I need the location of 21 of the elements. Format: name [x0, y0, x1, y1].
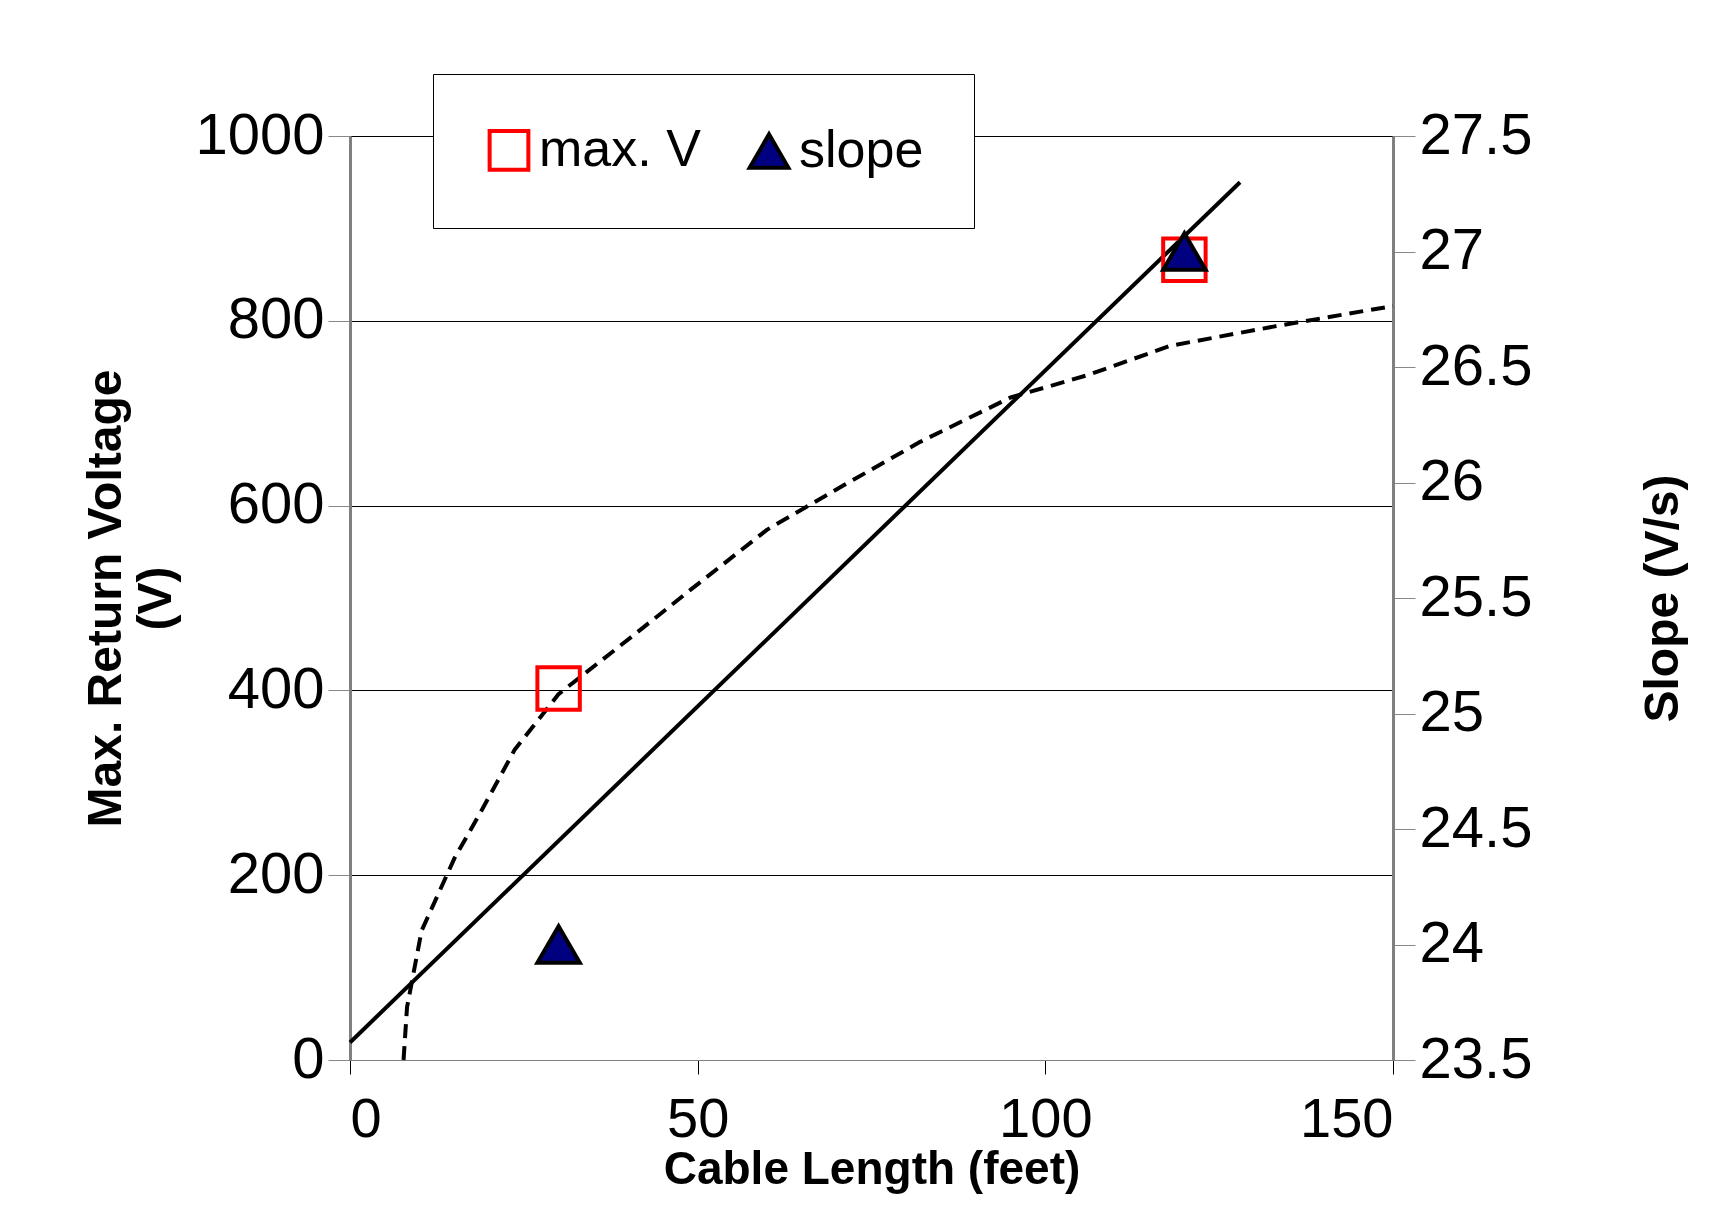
legend-label: max. V: [539, 119, 702, 178]
y2-tick-label: 25: [1419, 678, 1485, 743]
y2-tick-label: 26: [1419, 447, 1485, 512]
y-tick-label: 400: [227, 654, 325, 720]
y2-tick-label: 23.5: [1419, 1024, 1533, 1090]
y-tick-label: 800: [227, 285, 325, 351]
y-tick-label: 200: [227, 839, 325, 905]
y2-tick-label: 27: [1419, 216, 1485, 281]
y2-tick-label: 27.5: [1419, 100, 1533, 166]
x-tick-label: 0: [350, 1085, 382, 1149]
y2-tick-label: 24: [1419, 909, 1485, 974]
x-tick-label: 150: [1300, 1085, 1394, 1149]
y-tick-label: 1000: [195, 100, 325, 166]
y-axis-title: Max. Return Voltage (V): [78, 369, 182, 828]
y2-axis-title: Slope (V/s): [1634, 474, 1688, 723]
legend-label: slope: [799, 120, 924, 178]
y2-tick-label: 24.5: [1419, 793, 1533, 859]
y2-tick-label: 25.5: [1419, 562, 1533, 628]
y-tick-label: 0: [292, 1024, 325, 1090]
y2-tick-label: 26.5: [1419, 331, 1533, 397]
y-tick-label: 600: [227, 470, 325, 536]
